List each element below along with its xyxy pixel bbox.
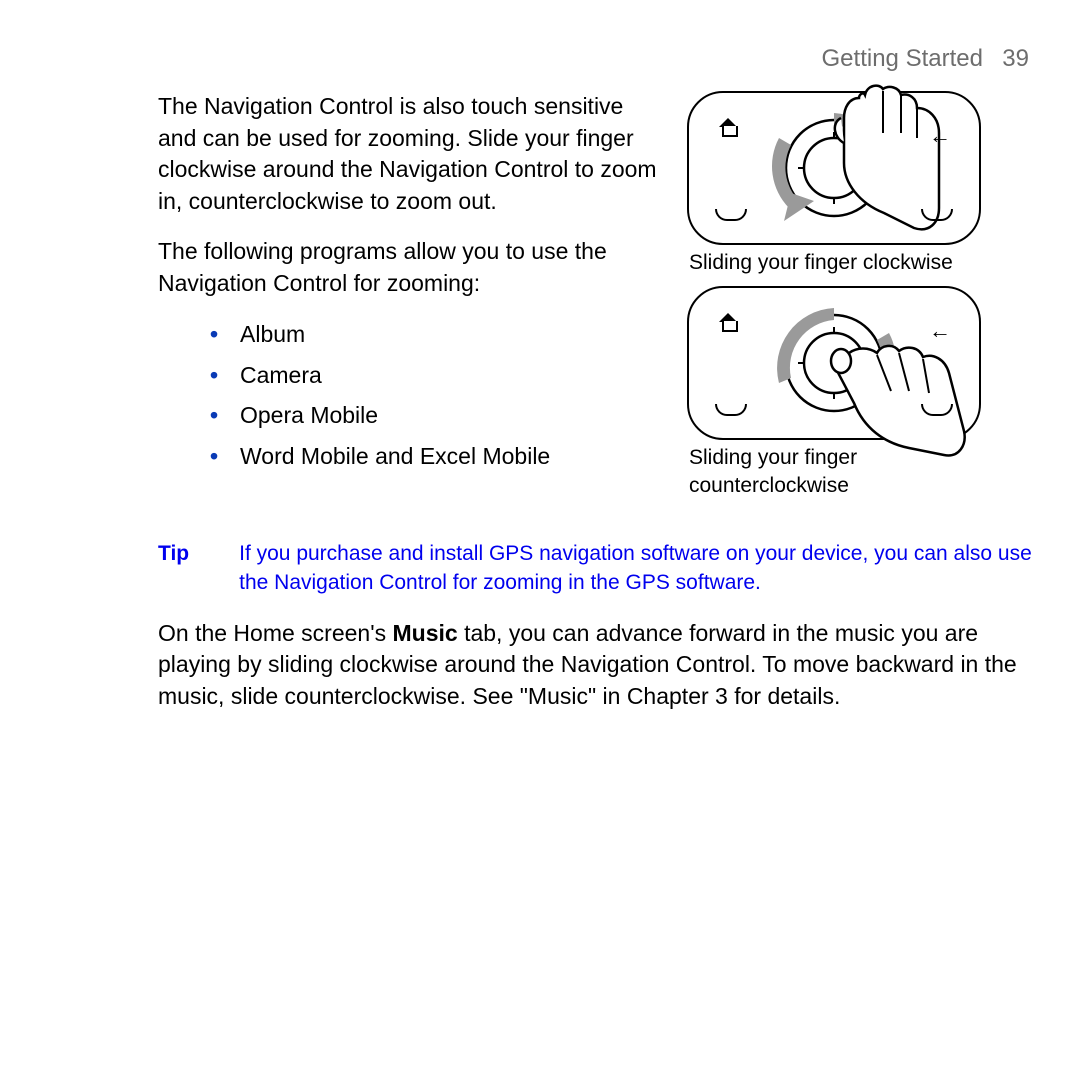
list-item: Word Mobile and Excel Mobile [210, 439, 663, 474]
program-list: Album Camera Opera Mobile Word Mobile an… [158, 317, 663, 473]
tip-label: Tip [158, 539, 189, 598]
device-figure-clockwise: ← [687, 91, 981, 245]
page-header: Getting Started 39 [158, 45, 1035, 73]
left-column: The Navigation Control is also touch sen… [158, 91, 663, 489]
list-item: Camera [210, 358, 663, 393]
music-paragraph: On the Home screen's Music tab, you can … [158, 618, 1035, 713]
tip-text: If you purchase and install GPS navigati… [239, 539, 1035, 598]
page-number: 39 [1002, 45, 1029, 72]
device-figure-counterclockwise: ← [687, 286, 981, 440]
back-icon: ← [929, 318, 951, 344]
list-item: Album [210, 317, 663, 352]
document-page: Getting Started 39 The Navigation Contro… [0, 0, 1080, 1080]
right-column: ← Sliding your finger clockwise [687, 91, 987, 509]
two-column-layout: The Navigation Control is also touch sen… [158, 91, 1035, 509]
back-icon: ← [929, 123, 951, 149]
home-icon [719, 313, 737, 331]
intro-paragraph-2: The following programs allow you to use … [158, 236, 663, 299]
home-icon [719, 118, 737, 136]
music-bold: Music [393, 620, 458, 646]
intro-paragraph-1: The Navigation Control is also touch sen… [158, 91, 663, 218]
caption-clockwise: Sliding your finger clockwise [689, 249, 987, 276]
tip-block: Tip If you purchase and install GPS navi… [158, 539, 1035, 598]
list-item: Opera Mobile [210, 398, 663, 433]
music-text-pre: On the Home screen's [158, 620, 393, 646]
section-title: Getting Started [822, 45, 983, 72]
